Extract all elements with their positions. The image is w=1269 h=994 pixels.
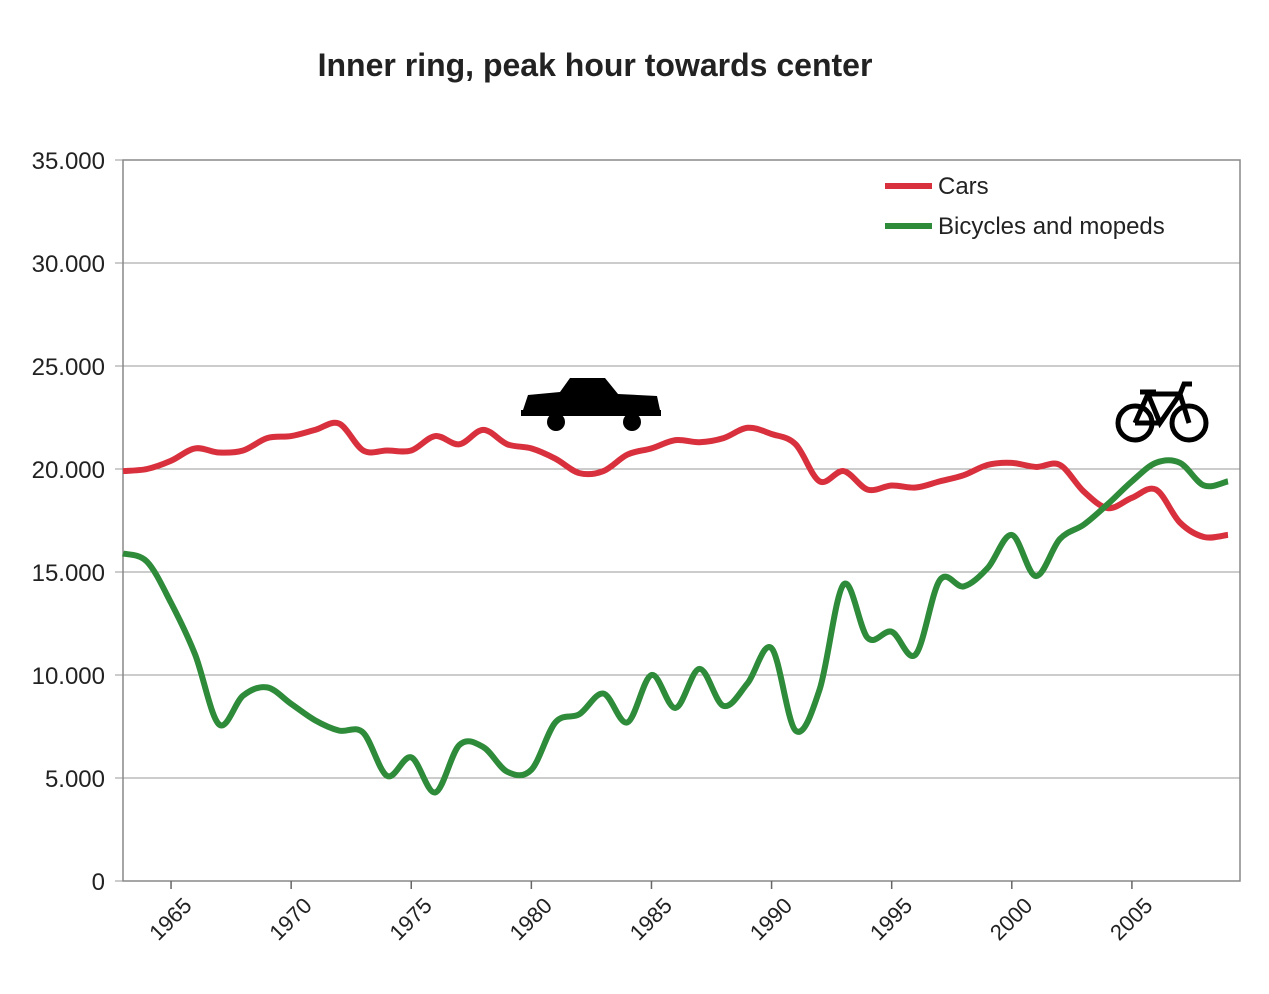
y-tick-label: 0 (92, 869, 105, 896)
series-line (122, 419, 1229, 541)
x-tick-label: 1980 (505, 893, 557, 945)
legend-label: Bicycles and mopeds (938, 213, 1165, 240)
bicycle-icon (1115, 381, 1209, 443)
x-tick-label: 1975 (385, 893, 437, 945)
x-tick-label: 1970 (264, 893, 316, 945)
plot-frame (122, 159, 1241, 882)
y-tick-label: 25.000 (32, 354, 105, 381)
x-tick-label: 2005 (1105, 893, 1157, 945)
legend-label: Cars (938, 173, 989, 200)
y-tick-label: 15.000 (32, 560, 105, 587)
x-tick-label: 1965 (144, 893, 196, 945)
y-tick-label: 20.000 (32, 457, 105, 484)
series-line (122, 457, 1229, 796)
y-tick-label: 35.000 (32, 148, 105, 175)
x-tick-label: 1990 (745, 893, 797, 945)
x-tick-label: 1985 (625, 893, 677, 945)
y-tick-label: 5.000 (45, 766, 105, 793)
chart-title: Inner ring, peak hour towards center (318, 47, 873, 83)
y-tick-label: 10.000 (32, 663, 105, 690)
car-icon (521, 378, 661, 431)
x-tick-label: 2000 (985, 893, 1037, 945)
y-tick-label: 30.000 (32, 251, 105, 278)
x-tick-label: 1995 (865, 893, 917, 945)
